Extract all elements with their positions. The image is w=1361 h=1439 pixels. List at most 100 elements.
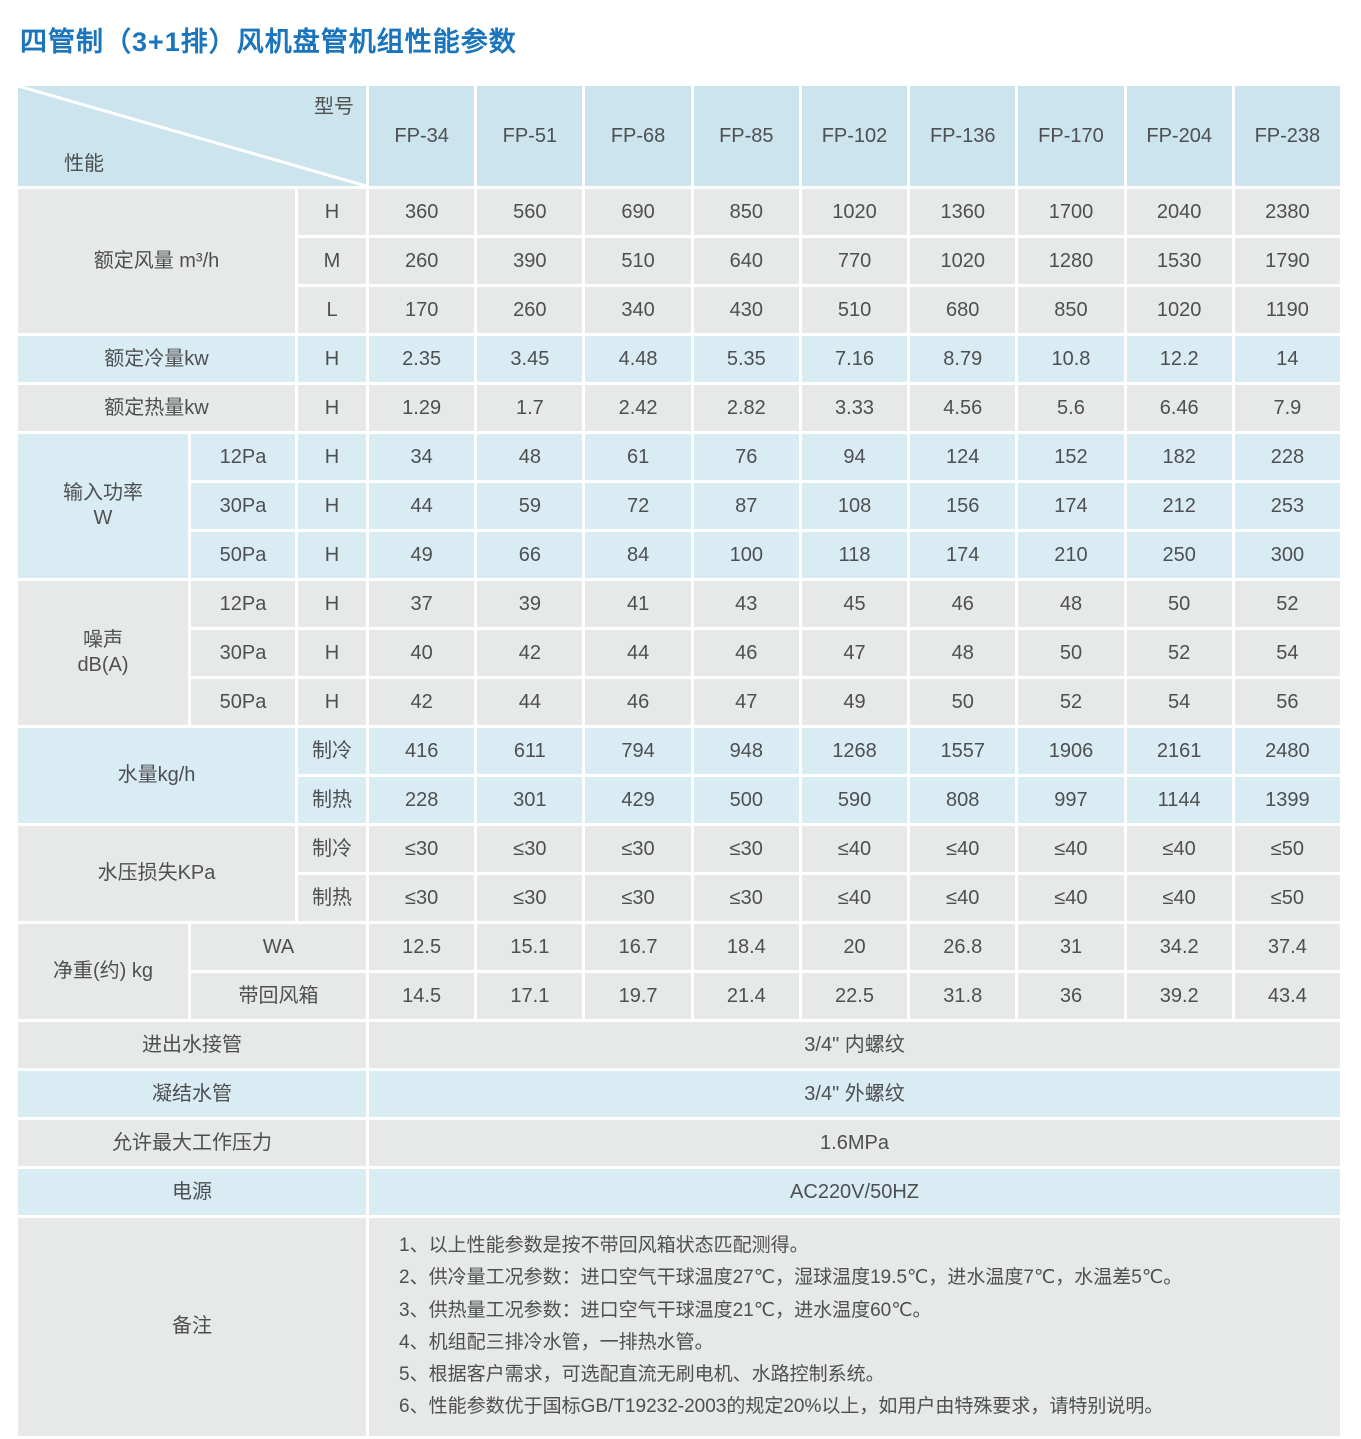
table-cell: 1.7: [477, 385, 583, 431]
table-cell: 210: [1018, 532, 1124, 578]
table-cell: 48: [1018, 581, 1124, 627]
diagonal-divider-line: [18, 86, 366, 186]
table-cell: 46: [693, 630, 799, 676]
table-cell: 44: [585, 630, 691, 676]
table-cell: 18.4: [693, 924, 799, 970]
table-header-row: 性能 型号 FP-34 FP-51 FP-68 FP-85 FP-102 FP-…: [18, 86, 1340, 186]
table-cell: 2380: [1234, 189, 1340, 235]
table-cell: ≤30: [369, 875, 475, 921]
table-row: 输入功率 W 12Pa H 34 48 61 76 94 124 152 182 228: [18, 434, 1340, 578]
model-label: 型号: [314, 96, 355, 118]
table-cell: 37.4: [1234, 924, 1340, 970]
table-cell: 590: [801, 777, 908, 823]
table-cell: 43.4: [1234, 973, 1340, 1019]
table-cell: 76: [693, 434, 799, 480]
table-cell: 1700: [1018, 189, 1124, 235]
table-cell: 948: [693, 728, 799, 774]
table-row: 进出水接管 3/4" 内螺纹: [18, 1022, 1340, 1068]
table-cell: 56: [1234, 679, 1340, 725]
pressure-label: 12Pa: [191, 581, 295, 627]
table-cell: 390: [477, 238, 583, 284]
table-cell: 1530: [1126, 238, 1232, 284]
table-cell: 42: [369, 679, 475, 725]
table-cell: 3.45: [477, 336, 583, 382]
table-cell: 1790: [1234, 238, 1340, 284]
table-cell: 1557: [910, 728, 1016, 774]
model-column-header: FP-204: [1126, 86, 1232, 186]
table-cell: 36: [1018, 973, 1124, 1019]
speed-label: H: [298, 189, 367, 235]
power-supply-value: AC220V/50HZ: [369, 1169, 1340, 1215]
table-cell: 1.29: [369, 385, 475, 431]
table-row: 制热 228 301 429 500 590 808 997 1144 1399: [18, 777, 1340, 823]
table-cell: 1360: [910, 189, 1016, 235]
table-cell: 52: [1126, 630, 1232, 676]
table-cell: ≤30: [693, 875, 799, 921]
weight-variant-label: WA: [191, 924, 367, 970]
table-cell: 2480: [1234, 728, 1340, 774]
table-cell: 500: [693, 777, 799, 823]
table-cell: 300: [1234, 532, 1340, 578]
pressure-label: 12Pa: [191, 434, 295, 480]
table-cell: 794: [585, 728, 691, 774]
model-column-header: FP-34: [369, 86, 475, 186]
row-label-noise: 噪声 dB(A): [18, 581, 188, 725]
row-label-net-weight: 净重(约) kg: [18, 924, 188, 1019]
row-label-water-connection: 进出水接管: [18, 1022, 367, 1068]
speed-label: H: [298, 679, 367, 725]
table-cell: 61: [585, 434, 691, 480]
table-cell: 44: [477, 679, 583, 725]
model-column-header: FP-85: [693, 86, 799, 186]
speed-label: H: [298, 532, 367, 578]
table-cell: ≤40: [1018, 875, 1124, 921]
table-cell: 59: [477, 483, 583, 529]
speed-label: L: [298, 287, 367, 333]
pressure-label: 50Pa: [191, 532, 295, 578]
table-cell: 47: [801, 630, 908, 676]
table-cell: 1280: [1018, 238, 1124, 284]
table-cell: 40: [369, 630, 475, 676]
table-cell: 52: [1018, 679, 1124, 725]
table-cell: 10.8: [1018, 336, 1124, 382]
table-cell: 124: [910, 434, 1016, 480]
table-cell: 808: [910, 777, 1016, 823]
table-cell: 1020: [1126, 287, 1232, 333]
table-cell: 100: [693, 532, 799, 578]
table-cell: 174: [910, 532, 1016, 578]
table-cell: 2.35: [369, 336, 475, 382]
table-cell: 4.56: [910, 385, 1016, 431]
table-row: 额定冷量kw H 2.35 3.45 4.48 5.35 7.16 8.79 10.8 12.2 1…: [18, 336, 1340, 382]
table-cell: 5.35: [693, 336, 799, 382]
table-cell: 510: [585, 238, 691, 284]
table-cell: 31.8: [910, 973, 1016, 1019]
table-cell: 22.5: [801, 973, 908, 1019]
table-cell: ≤30: [477, 875, 583, 921]
table-cell: ≤40: [910, 875, 1016, 921]
performance-label: 性能: [64, 153, 104, 175]
table-cell: 850: [1018, 287, 1124, 333]
table-cell: 43: [693, 581, 799, 627]
table-cell: 510: [801, 287, 908, 333]
table-cell: 2.42: [585, 385, 691, 431]
table-cell: 182: [1126, 434, 1232, 480]
table-cell: 50: [1126, 581, 1232, 627]
model-column-header: FP-238: [1234, 86, 1340, 186]
condensate-pipe-value: 3/4" 外螺纹: [369, 1071, 1340, 1117]
table-cell: 8.79: [910, 336, 1016, 382]
table-cell: 108: [801, 483, 908, 529]
table-cell: 850: [693, 189, 799, 235]
table-cell: 1020: [801, 189, 908, 235]
table-cell: 50: [1018, 630, 1124, 676]
table-cell: 42: [477, 630, 583, 676]
table-row: 50Pa H 42 44 46 47 49 50 52 54 56: [18, 679, 1340, 725]
table-cell: ≤40: [801, 875, 908, 921]
table-cell: 690: [585, 189, 691, 235]
spec-table: 性能 型号 FP-34 FP-51 FP-68 FP-85 FP-102 FP-…: [15, 83, 1343, 1439]
header-perf-model-cell: 性能 型号: [18, 86, 367, 186]
table-row: 制热 ≤30 ≤30 ≤30 ≤30 ≤40 ≤40 ≤40 ≤40 ≤50: [18, 875, 1340, 921]
table-cell: 17.1: [477, 973, 583, 1019]
table-cell: 1190: [1234, 287, 1340, 333]
table-cell: 416: [369, 728, 475, 774]
max-working-pressure-value: 1.6MPa: [369, 1120, 1340, 1166]
model-column-header: FP-170: [1018, 86, 1124, 186]
